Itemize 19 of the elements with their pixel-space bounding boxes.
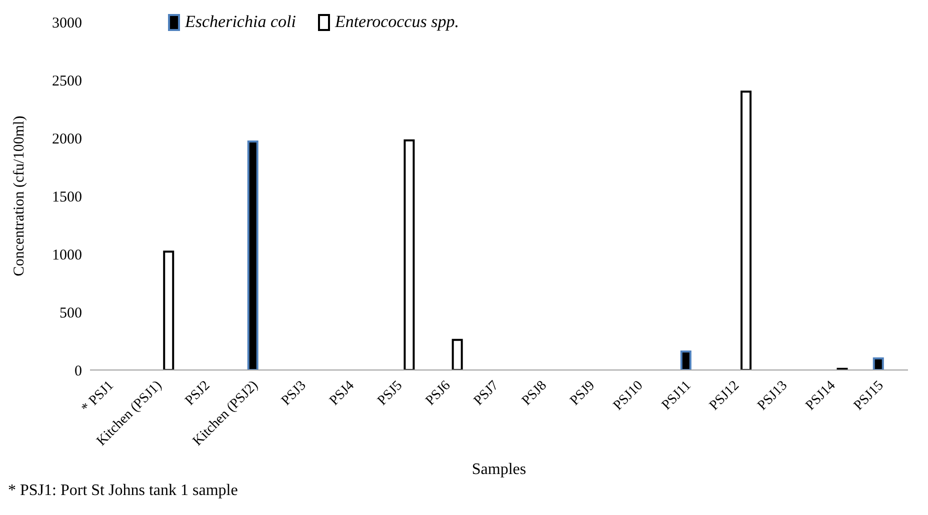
bar — [872, 357, 884, 370]
y-tick-label: 1000 — [52, 247, 82, 264]
legend-label: Escherichia coli — [185, 12, 296, 32]
y-tick-label: 2000 — [52, 131, 82, 148]
bar — [247, 140, 258, 370]
bar — [680, 350, 692, 370]
y-axis-title: Concentration (cfu/100ml) — [11, 116, 28, 276]
text: * PSJ1: Port St Johns tank 1 sample — [8, 482, 238, 500]
bar — [452, 338, 463, 370]
y-tick-label: 500 — [60, 305, 82, 322]
bar — [163, 250, 174, 370]
y-tick-label: 0 — [74, 363, 82, 380]
legend-label: Enterococcus spp. — [334, 12, 459, 32]
x-axis-title: Samples — [472, 461, 526, 478]
bar — [740, 90, 752, 370]
y-tick-label: 1500 — [52, 189, 82, 206]
y-tick-label: 3000 — [52, 15, 82, 32]
y-tick-label: 2500 — [52, 73, 82, 90]
bar — [404, 139, 415, 370]
